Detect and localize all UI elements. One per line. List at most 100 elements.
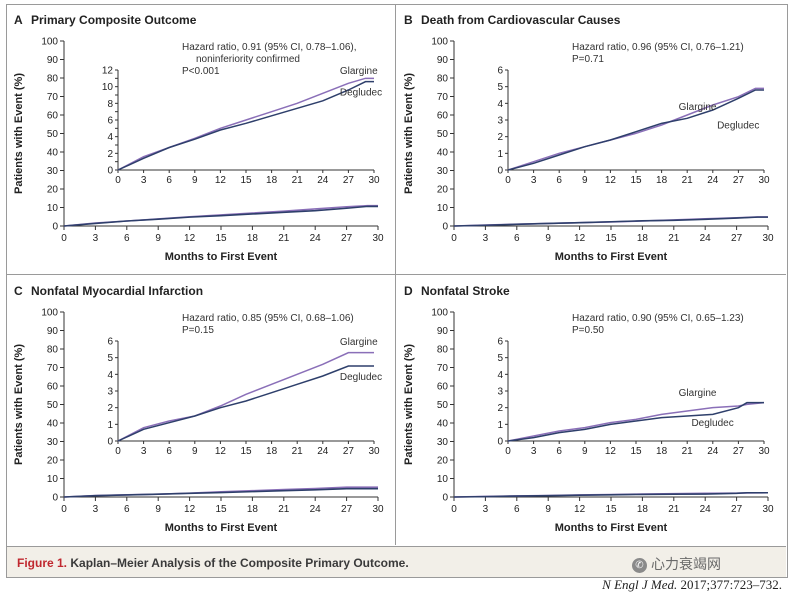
inset-y-tick-label: 6 — [107, 116, 113, 127]
inset-series-line-degludec — [117, 80, 374, 171]
x-tick-label: 24 — [700, 504, 712, 515]
inset-x-tick-label: 0 — [115, 446, 121, 457]
legend-label-degludec: Degludec — [691, 418, 733, 429]
inset-x-tick-label: 3 — [531, 446, 537, 457]
inset-x-tick-label: 6 — [556, 446, 562, 457]
panel-divider-horizontal — [6, 274, 786, 275]
x-tick-label: 27 — [731, 504, 743, 515]
watermark: ✆ 心力衰竭网 — [632, 554, 721, 574]
panel-c-letter: C — [14, 284, 23, 298]
figure-frame — [6, 4, 788, 578]
x-axis-label: Months to First Event — [165, 522, 278, 534]
y-tick-label: 80 — [437, 74, 449, 85]
y-tick-label: 60 — [437, 382, 449, 393]
y-tick-label: 20 — [47, 185, 59, 196]
x-tick-label: 30 — [762, 504, 774, 515]
panel-d-letter: D — [404, 284, 413, 298]
legend-label-glargine: Glargine — [679, 388, 717, 399]
inset-x-tick-label: 0 — [505, 175, 511, 186]
legend-label-glargine: Glargine — [340, 337, 378, 348]
inset-x-tick-label: 21 — [682, 175, 694, 186]
inset-x-tick-label: 9 — [582, 446, 588, 457]
inset-x-tick-label: 9 — [192, 446, 198, 457]
x-tick-label: 3 — [483, 504, 489, 515]
y-tick-label: 70 — [47, 363, 59, 374]
inset-y-tick-label: 6 — [497, 337, 503, 348]
y-tick-label: 30 — [47, 437, 59, 448]
y-tick-label: 60 — [47, 111, 59, 122]
x-tick-label: 24 — [700, 233, 712, 244]
inset-x-tick-label: 27 — [343, 446, 355, 457]
x-tick-label: 9 — [545, 504, 551, 515]
legend-label-glargine: Glargine — [679, 102, 717, 113]
inset-y-tick-label: 4 — [107, 132, 113, 143]
inset-x-tick-label: 12 — [215, 446, 227, 457]
inset-y-tick-label: 3 — [107, 387, 113, 398]
inset-y-tick-label: 0 — [497, 437, 503, 448]
y-axis-label: Patients with Event (%) — [13, 73, 25, 194]
x-tick-label: 18 — [247, 504, 259, 515]
y-tick-label: 70 — [437, 92, 449, 103]
x-axis-label: Months to First Event — [165, 251, 278, 263]
y-tick-label: 90 — [47, 326, 59, 337]
inset-y-tick-label: 5 — [497, 82, 503, 93]
y-tick-label: 70 — [47, 92, 59, 103]
inset-x-tick-label: 9 — [192, 175, 198, 186]
inset-x-tick-label: 0 — [505, 446, 511, 457]
y-tick-label: 100 — [41, 37, 58, 48]
inset-y-tick-label: 2 — [107, 149, 113, 160]
panel-b-title: Death from Cardiovascular Causes — [421, 13, 621, 27]
y-tick-label: 80 — [437, 345, 449, 356]
main-series-line-degludec — [453, 216, 768, 227]
x-tick-label: 30 — [762, 233, 774, 244]
inset-x-tick-label: 9 — [582, 175, 588, 186]
y-tick-label: 30 — [437, 166, 449, 177]
hazard-ratio-annotation: P=0.50 — [572, 325, 604, 336]
legend-label-degludec: Degludec — [340, 372, 382, 383]
x-tick-label: 6 — [514, 504, 520, 515]
inset-y-tick-label: 1 — [107, 420, 113, 431]
inset-y-tick-label: 0 — [497, 166, 503, 177]
inset-y-tick-label: 2 — [497, 132, 503, 143]
x-tick-label: 24 — [310, 504, 322, 515]
x-tick-label: 24 — [310, 233, 322, 244]
y-axis-label: Patients with Event (%) — [403, 73, 415, 194]
x-tick-label: 12 — [574, 233, 586, 244]
x-tick-label: 0 — [61, 233, 67, 244]
x-tick-label: 15 — [215, 233, 227, 244]
inset-x-tick-label: 12 — [215, 175, 227, 186]
inset-y-tick-label: 1 — [497, 420, 503, 431]
y-tick-label: 50 — [437, 129, 449, 140]
inset-x-tick-label: 15 — [240, 175, 252, 186]
inset-series-line-glargine — [507, 401, 765, 442]
inset-series-line-glargine — [507, 87, 764, 171]
inset-x-tick-label: 18 — [266, 446, 278, 457]
inset-series-line-degludec — [507, 401, 764, 442]
y-tick-label: 40 — [47, 148, 59, 159]
hazard-ratio-annotation: Hazard ratio, 0.91 (95% CI, 0.78–1.06), — [182, 42, 357, 53]
inset-x-tick-label: 6 — [166, 446, 172, 457]
inset-y-tick-label: 3 — [497, 116, 503, 127]
y-tick-label: 100 — [431, 37, 448, 48]
inset-y-tick-label: 12 — [102, 66, 114, 77]
inset-x-tick-label: 27 — [733, 175, 745, 186]
inset-x-tick-label: 24 — [707, 446, 719, 457]
inset-x-tick-label: 6 — [556, 175, 562, 186]
panel-c: C Nonfatal Myocardial Infarction 0 10 20 30 40… — [6, 275, 395, 545]
inset-x-tick-label: 18 — [266, 175, 278, 186]
x-tick-label: 6 — [124, 233, 130, 244]
x-tick-label: 9 — [545, 233, 551, 244]
panel-c-chart: C Nonfatal Myocardial Infarction010203040… — [13, 284, 384, 534]
panel-b-chart: B Death from Cardiovascular Causes0102030… — [403, 13, 774, 263]
x-tick-label: 21 — [278, 233, 290, 244]
y-axis-label: Patients with Event (%) — [13, 344, 25, 465]
figure-caption-label: Figure 1. — [17, 556, 68, 570]
inset-y-tick-label: 8 — [107, 99, 113, 110]
inset-series-line-glargine — [117, 351, 374, 442]
figure-caption: Figure 1. Kaplan–Meier Analysis of the C… — [17, 556, 409, 570]
y-tick-label: 90 — [437, 55, 449, 66]
x-tick-label: 15 — [215, 504, 227, 515]
panel-b-letter: B — [404, 13, 413, 27]
x-tick-label: 12 — [574, 504, 586, 515]
